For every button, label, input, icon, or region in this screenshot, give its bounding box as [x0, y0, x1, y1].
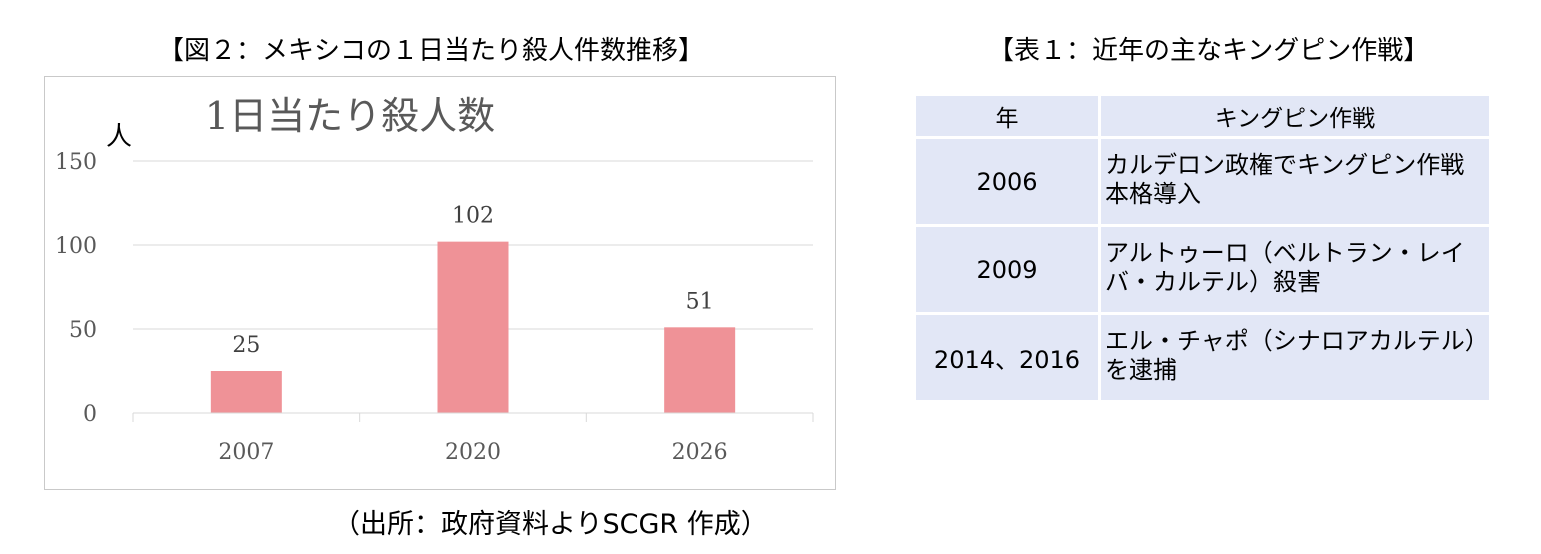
bar-2026 — [664, 327, 736, 413]
table-header-row: 年 キングピン作戦 — [913, 93, 1492, 139]
row-event: カルデロン政権でキングピン作戦本格導入 — [1098, 136, 1492, 227]
header-year: 年 — [913, 93, 1101, 139]
data-label-2020: 102 — [452, 204, 494, 229]
chart-area: 1日当たり殺人数 人 25 102 51 0 50 100 150 2007 2020 202… — [44, 76, 836, 490]
x-axis-tick-marks — [132, 413, 814, 422]
x-tick-label-2026: 2026 — [672, 440, 728, 465]
data-labels: 25 102 51 — [232, 204, 713, 358]
chart-title: 1日当たり殺人数 — [205, 94, 495, 138]
row-event: エル・チャポ（シナロアカルテル）を逮捕 — [1098, 312, 1492, 403]
row-year: 2014、2016 — [913, 312, 1101, 403]
figure-title: 【図２：メキシコの１日当たり殺人件数推移】 — [158, 36, 705, 66]
table-row: 2006 カルデロン政権でキングピン作戦本格導入 — [913, 136, 1492, 227]
table-row: 2014、2016 エル・チャポ（シナロアカルテル）を逮捕 — [913, 312, 1492, 403]
header-operation: キングピン作戦 — [1098, 93, 1492, 139]
bar-2020 — [437, 241, 509, 413]
data-label-2007: 25 — [232, 333, 260, 358]
table-row: 2009 アルトゥーロ（ベルトラン・レイバ・カルテル）殺害 — [913, 224, 1492, 315]
y-axis-label: 人 — [106, 122, 132, 152]
source-note: （出所：政府資料よりSCGR 作成） — [333, 509, 768, 540]
bar-chart: 1日当たり殺人数 人 25 102 51 0 50 100 150 2007 2020 202… — [55, 94, 814, 465]
y-tick-labels: 0 50 100 150 — [55, 150, 97, 427]
y-tick-label: 150 — [55, 150, 97, 175]
kingpin-table: 年 キングピン作戦 2006 カルデロン政権でキングピン作戦本格導入 2009 … — [913, 93, 1492, 403]
row-year: 2009 — [913, 224, 1101, 315]
x-tick-labels: 2007 2020 2026 — [218, 440, 727, 465]
row-year: 2006 — [913, 136, 1101, 227]
bar-2007 — [210, 371, 282, 413]
y-tick-label: 50 — [69, 318, 97, 343]
x-tick-label-2020: 2020 — [445, 440, 501, 465]
table-title: 【表１：近年の主なキングピン作戦】 — [988, 36, 1430, 66]
bars — [210, 241, 736, 413]
x-tick-label-2007: 2007 — [218, 440, 274, 465]
y-tick-label: 0 — [83, 402, 97, 427]
row-event: アルトゥーロ（ベルトラン・レイバ・カルテル）殺害 — [1098, 224, 1492, 315]
data-label-2026: 51 — [686, 289, 714, 314]
y-tick-label: 100 — [55, 234, 97, 259]
